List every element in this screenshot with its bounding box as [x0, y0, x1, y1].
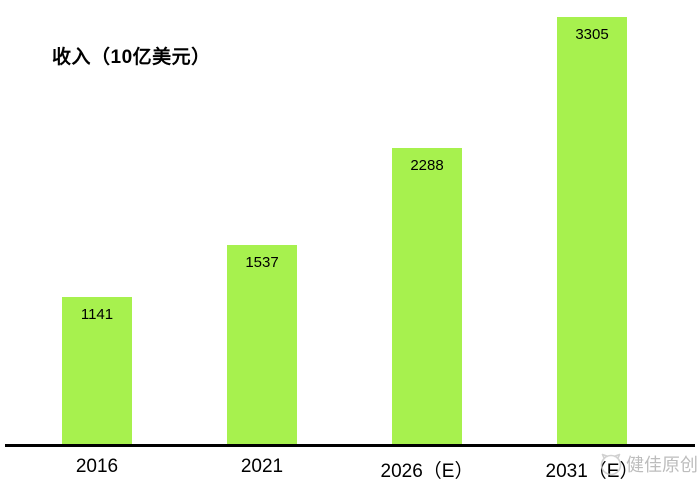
watermark: 健佳原创 — [598, 451, 698, 477]
x-axis-tick-label: 2016 — [75, 456, 119, 477]
cat-logo-icon — [598, 451, 624, 477]
bar-value-label: 3305 — [575, 26, 609, 43]
bar: 2288 — [392, 148, 462, 444]
bar: 1141 — [62, 297, 132, 444]
chart-title: 收入（10亿美元） — [52, 47, 211, 68]
bar: 1537 — [227, 245, 297, 444]
x-axis-tick-label: 2026（E） — [380, 461, 474, 482]
watermark-text: 健佳原创 — [626, 455, 698, 475]
x-axis-tick-label: 2021 — [240, 456, 284, 477]
bar: 3305 — [557, 17, 627, 444]
bar-value-label: 2288 — [410, 157, 444, 174]
x-axis-line — [5, 444, 695, 447]
bar-value-label: 1537 — [245, 254, 279, 271]
bar-value-label: 1141 — [80, 306, 114, 323]
x-axis-tick-label: 2031（E） — [545, 461, 639, 482]
